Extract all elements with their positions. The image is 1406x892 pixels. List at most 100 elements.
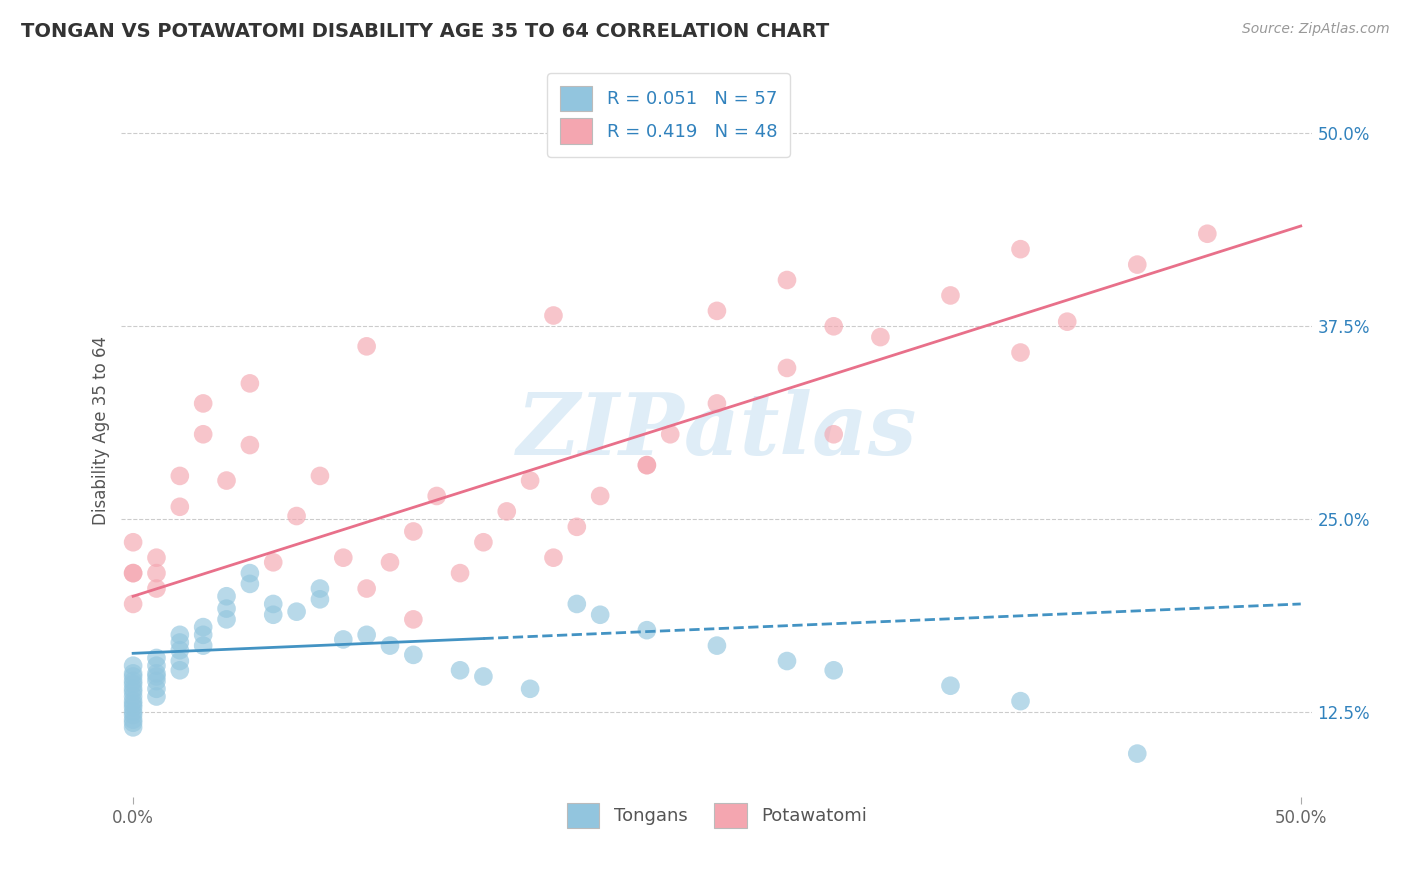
Point <box>636 623 658 637</box>
Point <box>122 566 145 580</box>
Point <box>193 427 215 442</box>
Point <box>426 489 449 503</box>
Point <box>869 330 891 344</box>
Point <box>239 376 262 391</box>
Point <box>145 651 167 665</box>
Point <box>706 639 728 653</box>
Point <box>169 500 191 514</box>
Point <box>169 643 191 657</box>
Point <box>239 577 262 591</box>
Point <box>145 658 167 673</box>
Point <box>823 427 845 442</box>
Point <box>145 566 167 580</box>
Point <box>169 663 191 677</box>
Point <box>1010 242 1032 256</box>
Text: ZIP​atlas: ZIP​atlas <box>517 389 917 472</box>
Point <box>589 607 612 622</box>
Point <box>378 555 401 569</box>
Point <box>122 713 145 727</box>
Point <box>122 685 145 699</box>
Point <box>939 288 962 302</box>
Point <box>823 663 845 677</box>
Point <box>939 679 962 693</box>
Point <box>262 555 284 569</box>
Point <box>145 690 167 704</box>
Point <box>356 339 378 353</box>
Point <box>122 708 145 723</box>
Point <box>776 360 799 375</box>
Point <box>378 639 401 653</box>
Point <box>262 597 284 611</box>
Point <box>193 639 215 653</box>
Point <box>1010 345 1032 359</box>
Point <box>543 309 565 323</box>
Point <box>239 566 262 580</box>
Point <box>706 396 728 410</box>
Point <box>1126 747 1149 761</box>
Point <box>122 697 145 711</box>
Point <box>215 612 238 626</box>
Point <box>565 520 588 534</box>
Point <box>402 648 425 662</box>
Point <box>122 681 145 696</box>
Point <box>239 438 262 452</box>
Point <box>169 635 191 649</box>
Point <box>215 474 238 488</box>
Point <box>122 700 145 714</box>
Point <box>262 607 284 622</box>
Point <box>215 601 238 615</box>
Point <box>122 677 145 691</box>
Point <box>193 396 215 410</box>
Point <box>122 715 145 730</box>
Point <box>659 427 682 442</box>
Point <box>122 694 145 708</box>
Point <box>309 469 332 483</box>
Point <box>1197 227 1219 241</box>
Point <box>193 628 215 642</box>
Point <box>356 582 378 596</box>
Point <box>472 535 495 549</box>
Point <box>402 524 425 539</box>
Point <box>1126 258 1149 272</box>
Point <box>145 681 167 696</box>
Point <box>356 628 378 642</box>
Point <box>193 620 215 634</box>
Point <box>565 597 588 611</box>
Point <box>122 669 145 683</box>
Point <box>449 566 471 580</box>
Point <box>169 654 191 668</box>
Point <box>776 273 799 287</box>
Point <box>122 597 145 611</box>
Point <box>519 474 541 488</box>
Point <box>122 658 145 673</box>
Point <box>519 681 541 696</box>
Point <box>332 632 354 647</box>
Point <box>145 669 167 683</box>
Point <box>309 592 332 607</box>
Point <box>122 535 145 549</box>
Point <box>122 674 145 689</box>
Text: TONGAN VS POTAWATOMI DISABILITY AGE 35 TO 64 CORRELATION CHART: TONGAN VS POTAWATOMI DISABILITY AGE 35 T… <box>21 22 830 41</box>
Point <box>543 550 565 565</box>
Point <box>823 319 845 334</box>
Point <box>402 612 425 626</box>
Point <box>122 690 145 704</box>
Point <box>706 304 728 318</box>
Point <box>122 666 145 681</box>
Point <box>122 566 145 580</box>
Point <box>332 550 354 565</box>
Point <box>472 669 495 683</box>
Point <box>145 582 167 596</box>
Point <box>495 504 517 518</box>
Text: Source: ZipAtlas.com: Source: ZipAtlas.com <box>1241 22 1389 37</box>
Point <box>776 654 799 668</box>
Point <box>145 674 167 689</box>
Point <box>145 550 167 565</box>
Point <box>636 458 658 472</box>
Legend: Tongans, Potawatomi: Tongans, Potawatomi <box>560 796 875 836</box>
Point <box>169 469 191 483</box>
Point <box>285 509 308 524</box>
Point <box>122 705 145 719</box>
Point <box>449 663 471 677</box>
Point <box>1056 315 1078 329</box>
